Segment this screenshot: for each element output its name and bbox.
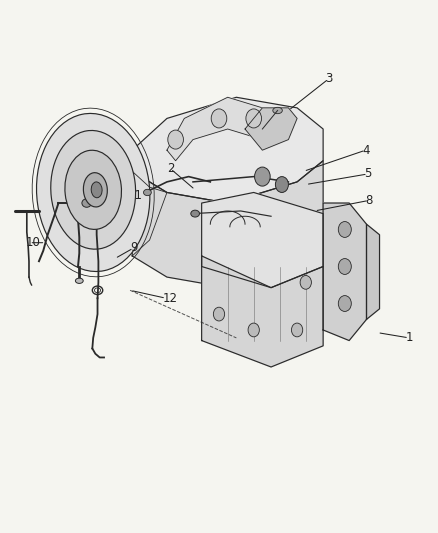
Text: 5: 5 [364, 167, 372, 181]
Circle shape [248, 323, 259, 337]
Ellipse shape [51, 131, 136, 249]
Text: 12: 12 [162, 292, 177, 305]
Polygon shape [245, 108, 297, 150]
Ellipse shape [83, 173, 107, 207]
Circle shape [300, 276, 311, 289]
Polygon shape [323, 203, 367, 341]
Text: 1: 1 [406, 332, 413, 344]
Text: 4: 4 [362, 144, 370, 157]
Circle shape [338, 296, 351, 311]
Polygon shape [132, 98, 323, 203]
Circle shape [338, 222, 351, 237]
Polygon shape [132, 161, 323, 288]
Text: 3: 3 [325, 72, 333, 85]
Ellipse shape [144, 189, 151, 196]
Circle shape [338, 259, 351, 274]
Polygon shape [201, 256, 323, 367]
Polygon shape [367, 224, 379, 319]
Polygon shape [167, 98, 262, 161]
Ellipse shape [191, 210, 199, 217]
Circle shape [168, 130, 184, 149]
Circle shape [254, 167, 270, 186]
Polygon shape [201, 192, 323, 288]
Text: 9: 9 [130, 241, 138, 254]
Circle shape [213, 307, 225, 321]
Circle shape [276, 176, 288, 192]
Circle shape [211, 109, 227, 128]
Text: 10: 10 [26, 236, 41, 249]
Ellipse shape [273, 107, 283, 114]
Ellipse shape [82, 199, 92, 207]
Ellipse shape [91, 182, 102, 198]
Text: 11: 11 [128, 189, 143, 201]
Ellipse shape [65, 150, 121, 229]
Circle shape [291, 323, 303, 337]
Ellipse shape [75, 278, 83, 284]
Text: 2: 2 [167, 162, 174, 175]
Ellipse shape [36, 114, 150, 271]
Text: 8: 8 [366, 194, 373, 207]
Circle shape [246, 109, 261, 128]
